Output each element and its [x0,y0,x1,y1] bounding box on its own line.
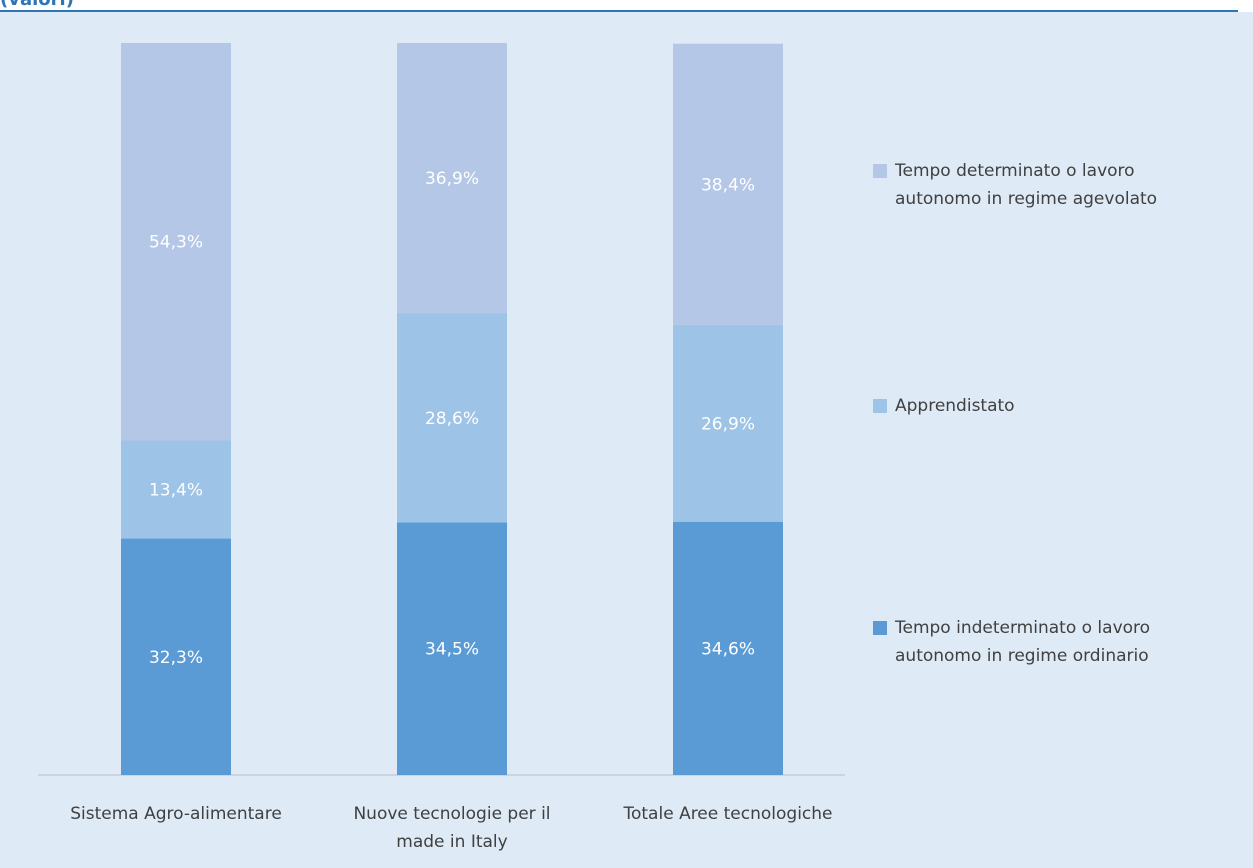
value-label: 26,9% [701,414,755,434]
value-label: 54,3% [149,233,203,253]
legend-swatch [873,399,887,413]
value-label: 13,4% [149,481,203,501]
bar-segment [673,43,783,325]
legend-label: Apprendistato [895,396,1015,416]
value-label: 28,6% [425,409,479,429]
x-tick-label: Totale Aree tecnologiche [623,804,833,824]
legend-label: Tempo determinato o lavoro autonomo in r… [895,161,1158,209]
legend-swatch [873,164,887,178]
legend-label: Tempo indeterminato o lavoro autonomo in… [895,618,1151,666]
bar-segment [673,521,783,775]
bar-segment [673,324,783,522]
value-label: 32,3% [149,648,203,668]
bar-segment [121,538,231,775]
bar-segment [397,522,507,775]
bar-segment [397,313,507,523]
legend-swatch [873,621,887,635]
value-label: 34,6% [701,639,755,659]
x-tick-label: Nuove tecnologie per il made in Italy [353,804,551,852]
value-label: 36,9% [425,169,479,189]
bar-segment [121,440,231,539]
bar-segment [121,43,231,441]
chart-title: (valori) [0,0,74,10]
bar-segment [397,43,507,314]
value-label: 38,4% [701,175,755,195]
value-label: 34,5% [425,640,479,660]
x-tick-label: Sistema Agro-alimentare [70,804,282,824]
